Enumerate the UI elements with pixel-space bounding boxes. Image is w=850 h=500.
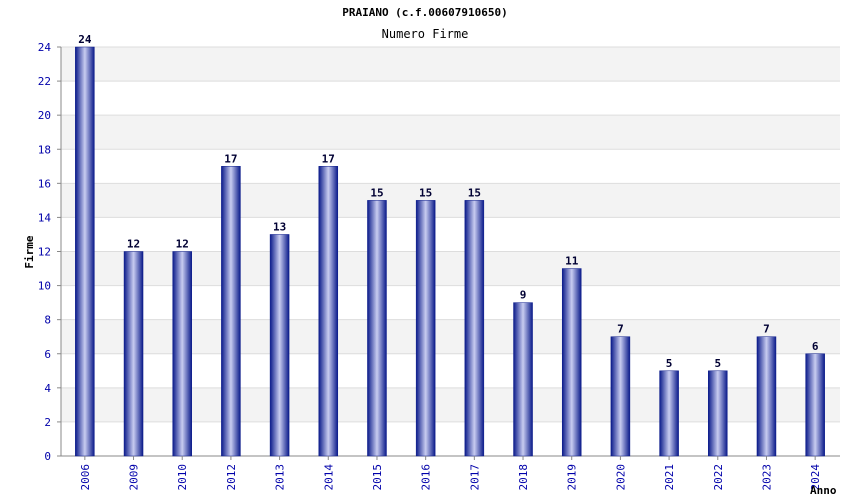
bar-2010 [172, 251, 192, 457]
bar-2021 [659, 370, 679, 457]
y-tick-label: 16 [38, 177, 51, 190]
y-tick-label: 24 [38, 41, 52, 54]
x-tick-label: 2014 [322, 464, 335, 491]
y-tick-label: 8 [44, 314, 51, 327]
data-label-2019: 11 [565, 255, 579, 268]
grid-band [61, 149, 840, 184]
y-tick-label: 18 [38, 143, 51, 156]
x-tick-label: 2021 [663, 464, 676, 491]
bar-2023 [756, 336, 777, 457]
y-tick-label: 20 [38, 109, 51, 122]
y-tick-label: 2 [44, 416, 51, 429]
bar-2017 [464, 200, 485, 457]
x-tick-label: 2009 [128, 464, 141, 491]
data-label-2013: 13 [273, 220, 286, 233]
data-label-2024: 6 [812, 340, 819, 353]
data-label-2015: 15 [370, 186, 383, 199]
data-label-2010: 12 [176, 238, 189, 251]
bar-2022 [708, 370, 728, 457]
y-tick-label: 0 [44, 450, 51, 463]
bar-2006 [75, 46, 95, 457]
chart-title: PRAIANO (c.f.00607910650) [342, 6, 508, 19]
x-tick-label: 2023 [760, 464, 773, 491]
y-tick-label: 6 [44, 348, 51, 361]
grid-band [61, 81, 840, 116]
bar-2009 [123, 251, 144, 457]
x-tick-label: 2010 [176, 464, 189, 491]
bar-2018 [513, 302, 533, 457]
y-tick-label: 12 [38, 246, 51, 259]
y-tick-label: 10 [38, 280, 51, 293]
data-label-2023: 7 [763, 323, 770, 336]
x-tick-label: 2013 [274, 464, 287, 491]
y-axis-label: Firme [23, 235, 36, 268]
x-tick-label: 2020 [614, 464, 627, 491]
data-label-2020: 7 [617, 323, 624, 336]
x-tick-label: 2017 [468, 464, 481, 491]
x-tick-label: 2022 [712, 464, 725, 491]
grid-band [61, 115, 840, 150]
x-tick-label: 2016 [420, 464, 433, 491]
bar-2014 [318, 166, 339, 457]
grid-band [61, 47, 840, 82]
bar-2024 [805, 353, 825, 457]
x-tick-label: 2019 [566, 464, 579, 491]
y-tick-label: 14 [38, 211, 52, 224]
bar-2016 [415, 200, 436, 457]
grid-band [61, 183, 840, 218]
data-label-2006: 24 [78, 33, 92, 46]
y-tick-label: 4 [44, 382, 51, 395]
data-label-2016: 15 [419, 186, 432, 199]
bar-2020 [610, 336, 631, 457]
x-tick-label: 2018 [517, 464, 530, 491]
plot-area: 0246810121416182022242420061220091220101… [38, 33, 840, 491]
bar-2013 [269, 234, 290, 457]
data-label-2014: 17 [322, 152, 335, 165]
data-label-2022: 5 [714, 357, 721, 370]
bar-2019 [561, 268, 582, 457]
x-tick-label: 2012 [225, 464, 238, 491]
x-tick-label: 2006 [79, 464, 92, 491]
data-label-2012: 17 [224, 152, 237, 165]
chart-subtitle: Numero Firme [382, 27, 469, 41]
x-tick-label: 2015 [371, 464, 384, 491]
bar-2012 [221, 166, 241, 457]
bar-2015 [367, 200, 387, 457]
data-label-2009: 12 [127, 238, 140, 251]
data-label-2017: 15 [468, 186, 481, 199]
y-tick-label: 22 [38, 75, 51, 88]
grid-band [61, 217, 840, 252]
x-axis-label: Anno [810, 484, 837, 497]
data-label-2018: 9 [520, 289, 527, 302]
x-tick-label: 2024 [809, 464, 822, 491]
data-label-2021: 5 [666, 357, 673, 370]
